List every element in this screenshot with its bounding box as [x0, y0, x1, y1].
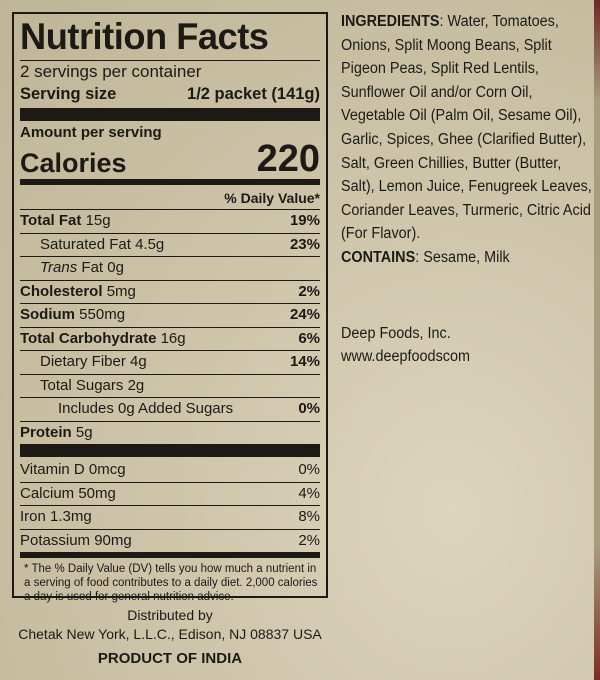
footnote: * The % Daily Value (DV) tells you how m… — [20, 552, 320, 604]
vitamin-dv: 0% — [298, 461, 320, 478]
nutrient-dv: 23% — [289, 235, 320, 253]
vitamin-name: Vitamin D 0mcg — [20, 461, 126, 478]
nutrient-name: Cholesterol — [20, 282, 103, 300]
nutrient-dv: 6% — [298, 329, 320, 347]
nutrient-row: Total Sugars 2g — [20, 375, 320, 398]
vitamin-dv: 4% — [298, 484, 320, 502]
serving-size-value: 1/2 packet (141g) — [187, 85, 320, 103]
vitamin-name: Iron 1.3mg — [20, 508, 92, 525]
vitamin-row: Calcium 50mg 4% — [20, 483, 320, 506]
calories-row: Calories 220 — [20, 138, 320, 180]
nutrient-amount: 5g — [75, 423, 93, 441]
serving-size-label: Serving size — [20, 85, 117, 103]
nutrient-row: Dietary Fiber 4g 14% — [20, 351, 320, 375]
vitamin-list: Vitamin D 0mcg 0% Calcium 50mg 4% Iron 1.3… — [20, 459, 320, 552]
nutrition-facts-panel: Nutrition Facts 2 servings per container… — [12, 12, 328, 603]
nutrient-dv: 24% — [289, 306, 320, 323]
nutrient-name: Includes 0g Added Sugars — [58, 400, 234, 417]
contains-label: CONTAINS — [341, 248, 416, 266]
nutrient-row: Total Carbohydrate 16g 6% — [20, 328, 320, 351]
ingredients-label: INGREDIENTS — [341, 13, 440, 30]
contains-text: : Sesame, Milk — [415, 248, 510, 266]
nutrient-name: Sodium — [20, 306, 75, 323]
nutrient-row: Cholesterol 5mg 2% — [20, 281, 320, 304]
ingredients: INGREDIENTS: Water, Tomatoes, Onions, Sp… — [341, 10, 597, 270]
nutrient-amount: 16g — [160, 329, 186, 347]
company-website: www.deepfoodscom — [341, 348, 471, 365]
nutrient-amount: 4.5g — [135, 235, 165, 253]
vitamin-row: Vitamin D 0mcg 0% — [20, 459, 320, 483]
distributor-address: Chetak New York, L.L.C., Edison, NJ 0883… — [18, 626, 322, 642]
thick-divider — [20, 108, 320, 121]
nutrient-amount: 5mg — [106, 282, 136, 300]
vitamin-row: Potassium 90mg 2% — [20, 530, 320, 553]
nutrient-name: Total Carbohydrate — [20, 329, 157, 347]
nutrient-name: Total Sugars — [40, 376, 124, 394]
nutrient-amount: Fat 0g — [81, 259, 124, 276]
daily-value-header: % Daily Value* — [20, 187, 320, 210]
nutrition-title: Nutrition Facts — [20, 16, 269, 57]
nutrient-list: Total Fat 15g 19% Saturated Fat 4.5g 23% T… — [20, 210, 320, 444]
nutrient-amount: 4g — [130, 353, 147, 370]
nutrient-dv: 14% — [289, 353, 320, 370]
amount-per-serving: Amount per serving — [20, 124, 162, 141]
medium-divider — [20, 179, 320, 185]
vitamin-row: Iron 1.3mg 8% — [20, 506, 320, 530]
vitamin-name: Potassium 90mg — [20, 531, 132, 549]
nutrient-amount: 15g — [85, 212, 111, 229]
calories-value: 220 — [256, 138, 320, 180]
vitamin-dv: 8% — [298, 508, 320, 525]
servings-per-container: 2 servings per container — [20, 62, 202, 81]
nutrient-dv: 19% — [289, 212, 320, 229]
nutrient-name: Total Fat — [20, 212, 82, 229]
company-info: Deep Foods, Inc. www.deepfoodscom — [341, 322, 470, 368]
nutrient-name: Dietary Fiber — [40, 353, 126, 370]
country-of-origin: PRODUCT OF INDIA — [97, 650, 243, 667]
nutrient-row: Total Fat 15g 19% — [20, 210, 320, 234]
nutrient-dv: 2% — [298, 282, 320, 300]
nutrient-row: Includes 0g Added Sugars 0% — [20, 398, 320, 422]
distributed-by: Distributed by — [127, 607, 213, 623]
ingredients-text: : Water, Tomatoes, Onions, Split Moong B… — [341, 13, 592, 243]
nutrient-amount: 550mg — [79, 306, 126, 323]
nutrient-amount: 2g — [127, 376, 145, 394]
package-edge — [594, 0, 600, 680]
nutrient-row: Protein 5g — [20, 422, 320, 445]
nutrient-name: Saturated Fat — [40, 235, 131, 253]
nutrient-dv: 0% — [298, 400, 320, 417]
nutrient-row: Saturated Fat 4.5g 23% — [20, 234, 320, 257]
nutrient-row: Trans Fat 0g — [20, 257, 320, 281]
thick-divider — [20, 444, 320, 457]
calories-label: Calories — [20, 148, 127, 178]
vitamin-dv: 2% — [298, 531, 320, 549]
nutrient-row: Sodium 550mg 24% — [20, 304, 320, 328]
serving-size: Serving size 1/2 packet (141g) — [20, 83, 320, 105]
vitamin-name: Calcium 50mg — [20, 484, 116, 502]
divider — [20, 60, 320, 61]
nutrient-name: Trans — [40, 259, 78, 276]
nutrient-name: Protein — [20, 423, 72, 441]
company-name: Deep Foods, Inc. — [341, 325, 451, 342]
